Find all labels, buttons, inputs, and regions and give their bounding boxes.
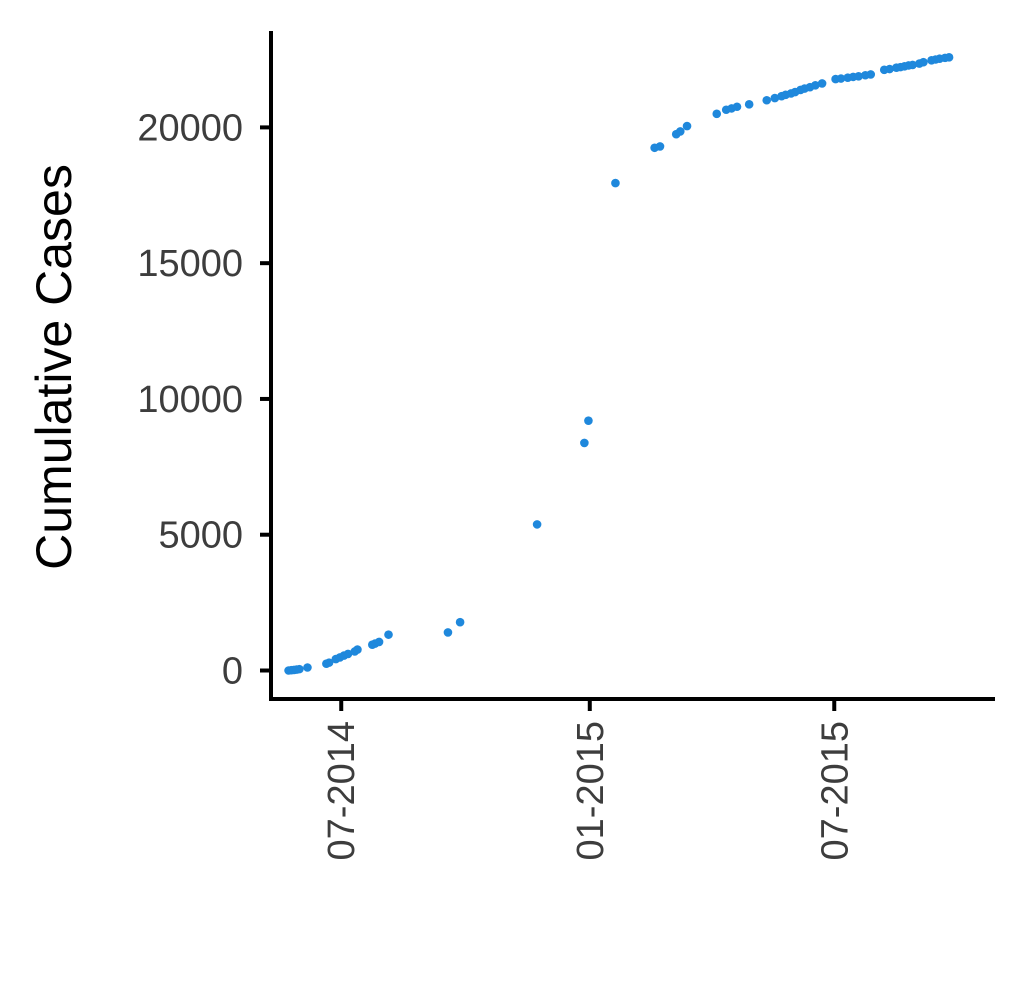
data-point: [584, 416, 593, 425]
data-point: [866, 70, 876, 79]
data-point: [836, 74, 846, 83]
data-point: [655, 142, 665, 151]
x-tick-label: 01-2015: [570, 721, 612, 860]
data-point: [443, 628, 453, 637]
data-point: [343, 649, 353, 659]
x-axis-ticks: 07-2014 01-2015 07-2015: [321, 699, 856, 860]
data-point: [732, 102, 742, 112]
x-tick-label: 07-2014: [321, 721, 363, 860]
data-point: [295, 664, 304, 674]
data-point: [675, 127, 685, 136]
data-point: [384, 630, 393, 639]
y-tick-label: 5000: [158, 515, 243, 557]
data-points: [284, 53, 954, 675]
data-point: [611, 178, 620, 188]
y-tick-label: 15000: [137, 243, 243, 285]
data-point: [885, 64, 894, 74]
data-point: [744, 100, 754, 109]
data-point: [455, 617, 465, 627]
data-point: [712, 109, 722, 119]
data-point: [532, 520, 542, 529]
data-point: [762, 95, 772, 105]
data-point: [908, 60, 917, 70]
data-point: [944, 53, 954, 62]
data-point: [811, 81, 820, 90]
data-point: [770, 93, 780, 103]
data-point: [854, 72, 863, 81]
data-point: [374, 637, 384, 647]
data-point: [817, 79, 827, 88]
y-axis-title: Cumulative Cases: [26, 164, 82, 570]
data-point: [353, 645, 362, 654]
y-tick-label: 10000: [137, 379, 243, 421]
x-tick-label: 07-2015: [814, 721, 856, 860]
data-point: [682, 121, 692, 131]
data-point: [324, 658, 334, 667]
data-point: [303, 663, 312, 672]
y-axis-ticks: 0 5000 10000 15000 20000: [137, 107, 271, 692]
y-tick-label: 0: [222, 650, 243, 692]
data-point: [580, 438, 589, 448]
y-tick-label: 20000: [137, 107, 243, 149]
data-point: [919, 57, 928, 67]
